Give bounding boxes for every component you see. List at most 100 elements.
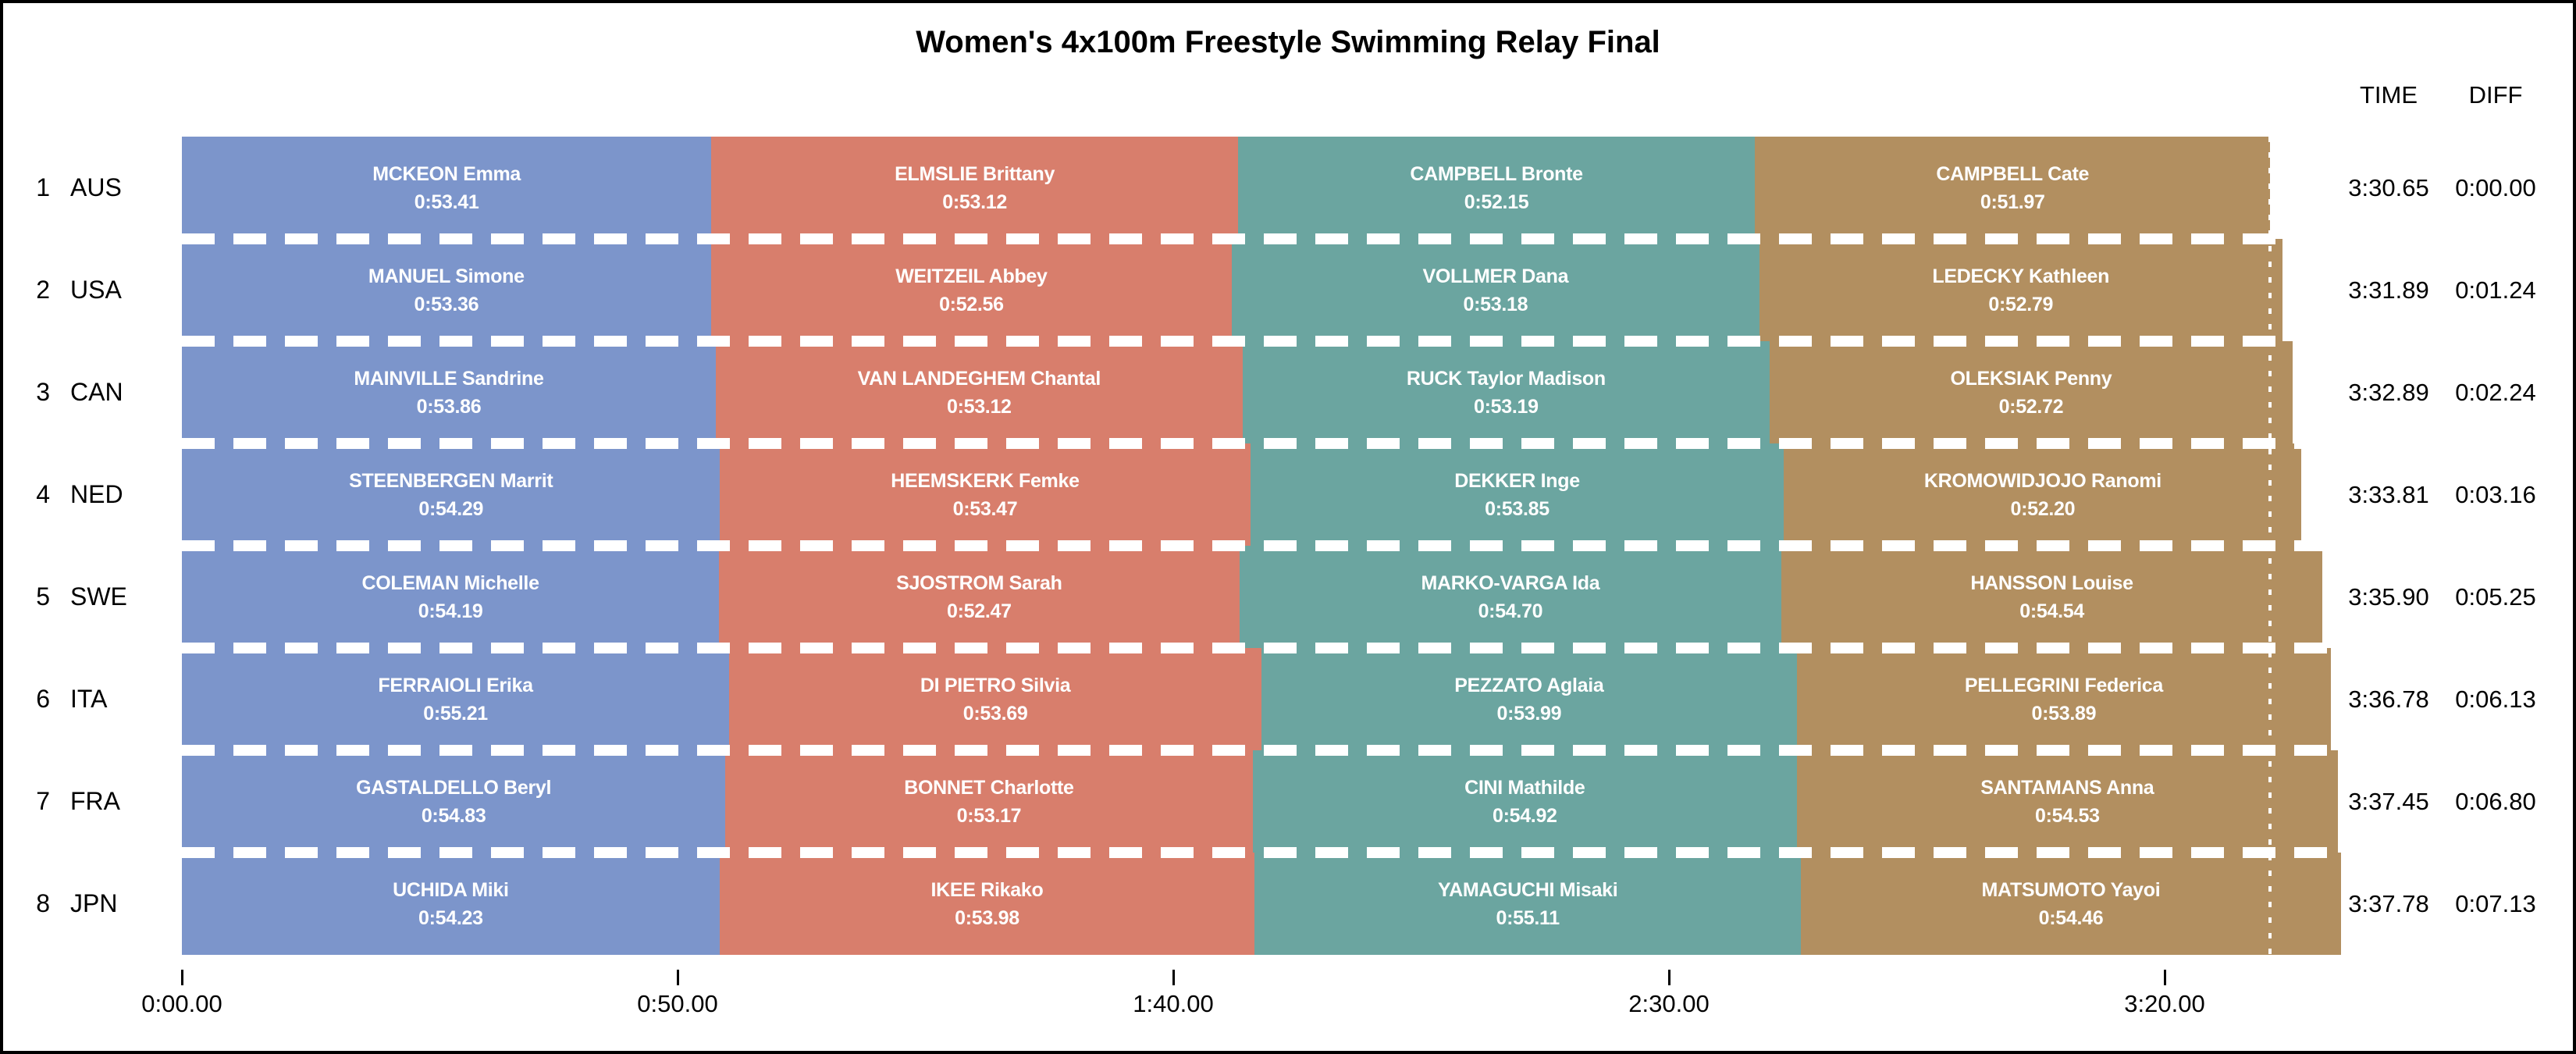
- row-separator: [182, 745, 2338, 756]
- split-time: 0:55.21: [423, 702, 488, 725]
- swimmer-name: SJOSTROM Sarah: [896, 572, 1062, 594]
- team-label: 4 NED: [23, 443, 172, 546]
- leg-segment: MANUEL Simone 0:53.36: [182, 239, 711, 341]
- swimmer-name: STEENBERGEN Marrit: [349, 469, 553, 492]
- team-label: 2 USA: [23, 239, 172, 341]
- rank-label: 2: [36, 276, 50, 304]
- total-time: 3:32.89: [2348, 378, 2429, 406]
- rank-label: 5: [36, 582, 50, 611]
- leg-segment: STEENBERGEN Marrit 0:54.29: [182, 443, 720, 546]
- split-time: 0:54.46: [2038, 906, 2104, 929]
- split-time: 0:55.11: [1496, 906, 1560, 929]
- leg-segment: COLEMAN Michelle 0:54.19: [182, 546, 720, 648]
- leg-segment: DI PIETRO Silvia 0:53.69: [729, 648, 1262, 750]
- swimmer-name: RUCK Taylor Madison: [1406, 367, 1606, 390]
- team-label: 3 CAN: [23, 341, 172, 443]
- split-time: 0:53.18: [1463, 293, 1528, 315]
- rank-label: 4: [36, 480, 50, 508]
- leg-segment: FERRAIOLI Erika 0:55.21: [182, 648, 730, 750]
- swimmer-name: VAN LANDEGHEM Chantal: [857, 367, 1101, 390]
- team-label: 8 JPN: [23, 853, 172, 955]
- noc-label: NED: [70, 480, 123, 508]
- axis-tick-label: 0:50.00: [637, 990, 718, 1017]
- total-time: 3:33.81: [2348, 480, 2429, 508]
- split-time: 0:54.83: [421, 804, 486, 827]
- swimmer-name: UCHIDA Miki: [393, 878, 509, 901]
- split-time: 0:53.47: [952, 497, 1018, 520]
- axis-tick: [1667, 970, 1670, 985]
- swimmer-name: OLEKSIAK Penny: [1950, 367, 2112, 390]
- swimmer-name: ELMSLIE Brittany: [895, 162, 1055, 185]
- chart-title: Women's 4x100m Freestyle Swimming Relay …: [916, 25, 1660, 59]
- leg-segment: CAMPBELL Cate 0:51.97: [1755, 137, 2271, 239]
- row-separator: [182, 540, 2322, 551]
- diff-time: 0:03.16: [2455, 480, 2536, 508]
- split-time: 0:53.98: [955, 906, 1019, 929]
- team-label: 5 SWE: [23, 546, 172, 648]
- split-time: 0:54.19: [418, 600, 483, 622]
- rank-label: 3: [36, 378, 50, 406]
- diff-time: 0:02.24: [2455, 378, 2536, 406]
- winner-reference-line: [2268, 137, 2272, 955]
- split-time: 0:53.86: [416, 395, 482, 418]
- noc-label: FRA: [70, 787, 120, 815]
- split-time: 0:52.56: [939, 293, 1004, 315]
- swimmer-name: WEITZEIL Abbey: [895, 265, 1048, 287]
- leg-segment: HEEMSKERK Femke 0:53.47: [720, 443, 1251, 546]
- swimmer-name: FERRAIOLI Erika: [378, 674, 533, 696]
- row-separator: [182, 847, 2341, 858]
- axis-tick-label: 0:00.00: [141, 990, 222, 1017]
- swimmer-name: HANSSON Louise: [1970, 572, 2133, 594]
- rank-label: 1: [36, 173, 50, 201]
- leg-segment: IKEE Rikako 0:53.98: [719, 853, 1255, 955]
- row-separator: [182, 233, 2282, 244]
- split-time: 0:54.53: [2034, 804, 2100, 827]
- swimmer-name: MCKEON Emma: [372, 162, 521, 185]
- swimmer-name: COLEMAN Michelle: [361, 572, 539, 594]
- leg-segment: MATSUMOTO Yayoi 0:54.46: [1801, 853, 2341, 955]
- diff-time: 0:00.00: [2455, 173, 2536, 201]
- leg-segment: VOLLMER Dana 0:53.18: [1232, 239, 1759, 341]
- leg-segment: PEZZATO Aglaia 0:53.99: [1261, 648, 1797, 750]
- leg-segment: MARKO-VARGA Ida 0:54.70: [1239, 546, 1782, 648]
- split-time: 0:53.12: [946, 395, 1012, 418]
- split-time: 0:52.79: [1988, 293, 2054, 315]
- axis-tick-label: 3:20.00: [2124, 990, 2205, 1017]
- team-label: 7 FRA: [23, 750, 172, 853]
- split-time: 0:53.89: [2031, 702, 2097, 725]
- split-time: 0:51.97: [1980, 191, 2045, 213]
- swimmer-name: YAMAGUCHI Misaki: [1437, 878, 1618, 901]
- axis-tick: [676, 970, 679, 985]
- split-time: 0:54.23: [418, 906, 483, 929]
- swimmer-name: MAINVILLE Sandrine: [354, 367, 544, 390]
- leg-segment: SANTAMANS Anna 0:54.53: [1797, 750, 2338, 853]
- split-time: 0:54.70: [1478, 600, 1543, 622]
- swimmer-name: HEEMSKERK Femke: [891, 469, 1080, 492]
- rank-label: 8: [36, 889, 50, 917]
- leg-segment: VAN LANDEGHEM Chantal 0:53.12: [716, 341, 1243, 443]
- split-time: 0:53.19: [1474, 395, 1539, 418]
- split-time: 0:54.29: [418, 497, 484, 520]
- swimmer-name: DI PIETRO Silvia: [920, 674, 1071, 696]
- leg-segment: BONNET Charlotte 0:53.17: [725, 750, 1253, 853]
- split-time: 0:53.85: [1485, 497, 1550, 520]
- team-label: 1 AUS: [23, 137, 172, 239]
- swimmer-name: CINI Mathilde: [1464, 776, 1585, 799]
- noc-label: ITA: [70, 685, 108, 713]
- leg-segment: HANSSON Louise 0:54.54: [1781, 546, 2322, 648]
- diff-time: 0:06.13: [2455, 685, 2536, 713]
- swimmer-name: DEKKER Inge: [1454, 469, 1580, 492]
- swimmer-name: MATSUMOTO Yayoi: [1981, 878, 2161, 901]
- row-separator: [182, 336, 2293, 347]
- split-time: 0:53.36: [414, 293, 479, 315]
- diff-column-header: DIFF: [2468, 81, 2523, 109]
- leg-segment: MAINVILLE Sandrine 0:53.86: [182, 341, 717, 443]
- diff-time: 0:01.24: [2455, 276, 2536, 304]
- total-time: 3:31.89: [2348, 276, 2429, 304]
- total-time: 3:37.78: [2348, 889, 2429, 917]
- leg-segment: KROMOWIDJOJO Ranomi 0:52.20: [1784, 443, 2302, 546]
- diff-time: 0:06.80: [2455, 787, 2536, 815]
- leg-segment: GASTALDELLO Beryl 0:54.83: [182, 750, 726, 853]
- swimmer-name: PEZZATO Aglaia: [1454, 674, 1604, 696]
- swimmer-name: CAMPBELL Cate: [1936, 162, 2090, 185]
